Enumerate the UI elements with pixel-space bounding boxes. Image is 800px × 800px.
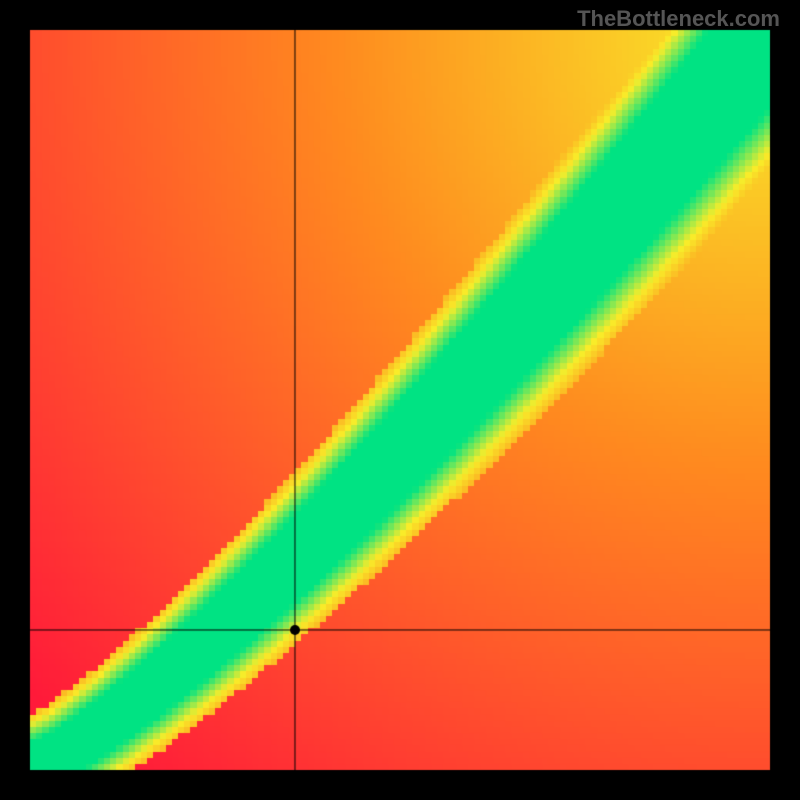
chart-container: TheBottleneck.com bbox=[0, 0, 800, 800]
watermark-text: TheBottleneck.com bbox=[577, 6, 780, 32]
heatmap-canvas bbox=[0, 0, 800, 800]
